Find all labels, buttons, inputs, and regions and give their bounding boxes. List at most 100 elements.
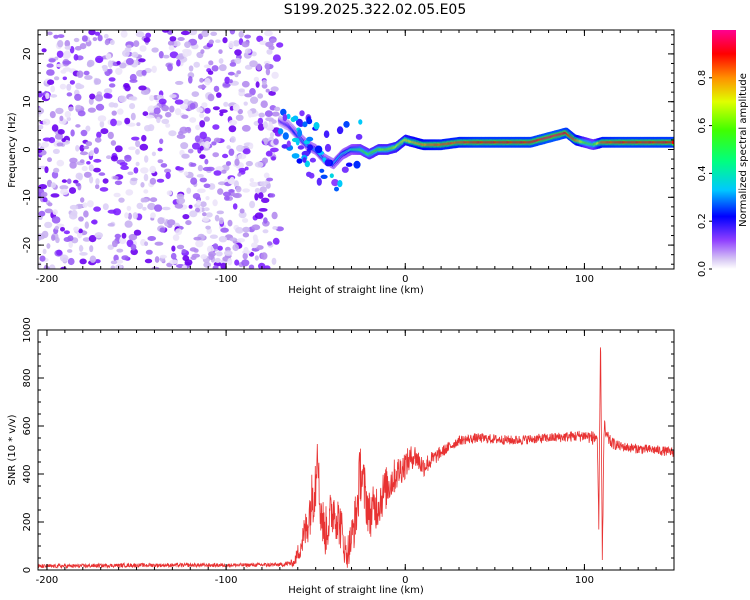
spectrogram-noise-cell <box>38 124 44 130</box>
spectrogram-noise-cell <box>118 95 127 103</box>
spectrogram-noise-cell <box>38 210 46 217</box>
spectrogram-noise-cell <box>93 147 99 155</box>
spectrogram-noise-cell <box>218 58 224 64</box>
spectrogram-noise-cell <box>215 166 224 172</box>
spectrogram-noise-cell <box>209 234 218 239</box>
spectrogram-noise-cell <box>189 102 196 110</box>
spectrogram-noise-cell <box>254 161 264 168</box>
spectrogram-noise-cell <box>237 172 242 177</box>
spectrogram-noise-cell <box>95 57 103 64</box>
spectrogram-noise-cell <box>50 182 57 189</box>
spectrogram-transition-cell <box>320 174 328 179</box>
spectrogram-noise-cell <box>140 89 150 95</box>
spectrogram-noise-cell <box>220 227 229 233</box>
spectrogram-noise-cell <box>172 40 181 47</box>
spectrogram-noise-cell <box>244 48 252 54</box>
colorbar-ticks: 0.0 0.2 0.4 0.6 0.8 <box>697 70 712 277</box>
spectrogram-noise-cell <box>145 249 153 255</box>
spectrogram-transition-cell <box>304 160 310 168</box>
spectrogram-noise-cell <box>162 105 170 112</box>
spectrogram-noise-cell <box>99 120 105 128</box>
spectrogram-noise-cell <box>265 41 274 48</box>
spectrogram-transition-cell <box>277 128 284 135</box>
spectrogram-noise-cell <box>232 243 239 252</box>
spectrogram-noise-cell <box>96 131 102 139</box>
spectrogram-noise-cell <box>79 151 89 156</box>
spectrogram-noise-cell <box>78 244 84 252</box>
spectrogram-noise-cell <box>171 245 176 252</box>
spectrogram-noise-cell <box>254 255 259 261</box>
spectrogram-transition-cell <box>299 110 305 117</box>
spectrogram-noise-cell <box>42 197 48 203</box>
spectrogram-noise-cell <box>254 212 264 219</box>
spectrogram-noise-cell <box>108 68 113 75</box>
snr-y-tick-label: 1000 <box>22 317 33 342</box>
spectrogram-noise-cell <box>147 236 156 241</box>
spectrogram-transition-cell <box>329 173 334 178</box>
spectrogram-noise-cell <box>236 144 244 152</box>
spectrogram-noise-cell <box>46 63 54 68</box>
spectrogram-x-tick-label: -200 <box>36 274 59 285</box>
spectrogram-noise-cell <box>200 201 207 208</box>
spectrogram-noise-cell <box>249 88 256 96</box>
snr-x-tick-label: -100 <box>215 575 238 586</box>
spectrogram-noise-cell <box>50 85 56 93</box>
spectrogram-noise-cell <box>271 111 280 117</box>
spectrogram-noise-cell <box>186 126 192 134</box>
snr-y-tick-label: 200 <box>22 512 33 531</box>
spectrogram-noise-cell <box>107 223 115 227</box>
spectrogram-noise-cell <box>213 137 221 143</box>
spectrogram-noise-cell <box>159 138 164 145</box>
spectrogram-noise-cell <box>206 245 215 253</box>
snr-x-tick-label: 100 <box>575 575 594 586</box>
spectrogram-noise-cell <box>107 209 117 214</box>
snr-x-label: Height of straight line (km) <box>288 585 424 596</box>
spectrogram-noise-cell <box>143 173 149 182</box>
spectrogram-noise-cell <box>217 181 227 186</box>
spectrogram-noise-cell <box>262 157 268 164</box>
spectrogram-noise-cell <box>135 31 145 38</box>
spectrogram-noise-cell <box>149 165 156 174</box>
spectrogram-noise-cell <box>94 78 102 85</box>
spectrogram-noise-cell <box>91 219 98 225</box>
spectrogram-noise-cell <box>117 174 124 180</box>
spectrogram-noise-cell <box>159 227 166 233</box>
spectrogram-noise-cell <box>130 112 136 121</box>
spectrogram-noise-cell <box>89 93 96 100</box>
spectrogram-noise-cell <box>94 137 102 143</box>
spectrogram-noise-cell <box>66 178 72 185</box>
snr-y-tick-label: 400 <box>22 464 33 483</box>
spectrogram-noise-cell <box>228 148 235 156</box>
spectrogram-noise-cell <box>213 170 222 176</box>
spectrogram-noise-cell <box>201 102 208 108</box>
spectrogram-noise-cell <box>126 205 132 211</box>
spectrogram-noise-cell <box>105 53 112 60</box>
spectrogram-noise-cell <box>233 40 240 47</box>
spectrogram-noise-cell <box>241 41 250 48</box>
spectrogram-noise-cell <box>38 184 48 190</box>
spectrogram-noise-cell <box>97 34 103 42</box>
spectrogram-noise-cell <box>165 111 172 118</box>
spectrogram-noise-cell <box>160 163 168 168</box>
spectrogram-noise-cell <box>73 179 79 184</box>
spectrogram-noise-cell <box>100 128 109 135</box>
spectrogram-noise-cell <box>271 156 276 161</box>
spectrogram-noise-cell <box>82 237 91 242</box>
spectrogram-noise-cell <box>60 227 65 232</box>
spectrogram-noise-cell <box>194 207 201 213</box>
spectrogram-noise-cell <box>46 179 53 188</box>
spectrogram-noise-cell <box>161 206 171 211</box>
spectrogram-noise-cell <box>180 30 190 36</box>
spectrogram-noise-cell <box>139 45 147 52</box>
spectrogram-noise-cell <box>157 159 164 164</box>
spectrogram-noise-cell <box>76 70 84 78</box>
spectrogram-noise-cell <box>180 142 189 150</box>
colorbar-tick-label: 0.4 <box>697 165 708 181</box>
spectrogram-noise-cell <box>222 83 231 87</box>
spectrogram-noise-cell <box>42 248 47 255</box>
spectrogram-noise-cell <box>117 108 124 115</box>
spectrogram-noise-cell <box>103 92 111 99</box>
spectrogram-noise-cell <box>145 114 155 119</box>
spectrogram-noise-cell <box>161 118 170 125</box>
